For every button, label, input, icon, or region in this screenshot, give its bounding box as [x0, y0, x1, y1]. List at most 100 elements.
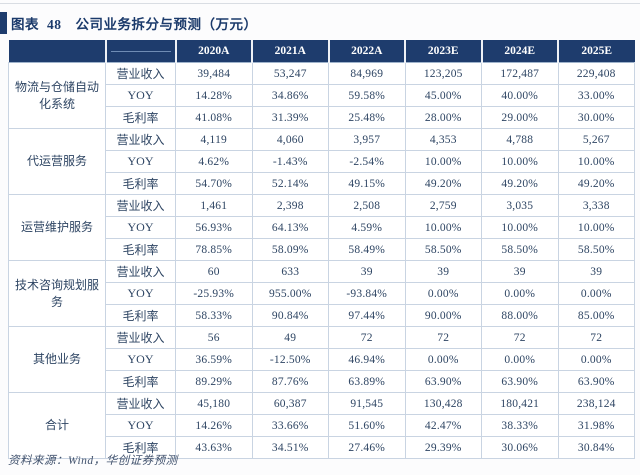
metric-label: 营业收入: [105, 392, 176, 415]
value-cell: 41.08%: [175, 106, 253, 129]
value-cell: 38.33%: [481, 414, 559, 437]
value-cell: 49: [251, 326, 329, 349]
value-cell: 123,205: [404, 62, 482, 85]
value-cell: 172,487: [481, 62, 559, 85]
business-group-label: 运营维护服务: [8, 194, 106, 261]
value-cell: 25.48%: [328, 106, 406, 129]
value-cell: 91,545: [328, 392, 406, 415]
table-header-row: 2020A 2021A 2022A 2023E 2024E 2025E: [8, 40, 635, 63]
value-cell: 30.06%: [481, 436, 559, 459]
metric-label: YOY: [105, 282, 176, 305]
figure-title-bar: 图表 48 公司业务拆分与预测（万元）: [0, 10, 640, 36]
value-cell: 39: [328, 260, 406, 283]
value-cell: 29.00%: [481, 106, 559, 129]
value-cell: 4.59%: [328, 216, 406, 239]
value-cell: 3,035: [481, 194, 559, 217]
value-cell: 58.49%: [328, 238, 406, 261]
value-cell: 39: [404, 260, 482, 283]
value-cell: 58.50%: [481, 238, 559, 261]
table-row: 毛利率 78.85% 58.09% 58.49% 58.50% 58.50% 58.50%: [9, 238, 635, 261]
value-cell: 633: [251, 260, 329, 283]
value-cell: 58.33%: [175, 304, 253, 327]
value-cell: 229,408: [557, 62, 635, 85]
value-cell: 39,484: [175, 62, 253, 85]
header-inner-line: [110, 51, 171, 52]
value-cell: 10.00%: [557, 150, 635, 173]
value-cell: 43.63%: [175, 436, 253, 459]
table-row: 代运营服务 营业收入 4,119 4,060 3,957 4,353 4,788 5,267: [8, 128, 635, 195]
value-cell: 33.66%: [251, 414, 329, 437]
table-row: YOY 4.62% -1.43% -2.54% 10.00% 10.00% 10.00%: [9, 150, 635, 173]
column-header-year: 2025E: [557, 40, 635, 63]
value-cell: 49.20%: [404, 172, 482, 195]
value-cell: 31.39%: [251, 106, 329, 129]
metric-label: 毛利率: [105, 106, 176, 129]
metric-label: 营业收入: [105, 128, 176, 151]
value-cell: 30.84%: [557, 436, 635, 459]
metric-label: YOY: [105, 414, 176, 437]
figure-label: 图表: [11, 17, 39, 32]
metric-label: 毛利率: [105, 238, 176, 261]
value-cell: 63.89%: [328, 370, 406, 393]
value-cell: 36.59%: [175, 348, 253, 371]
metric-label: YOY: [105, 216, 176, 239]
value-cell: 49.20%: [481, 172, 559, 195]
value-cell: 238,124: [557, 392, 635, 415]
value-cell: 2,398: [251, 194, 329, 217]
figure-number: 48: [47, 17, 62, 32]
value-cell: 34.86%: [251, 84, 329, 107]
value-cell: 4,119: [175, 128, 253, 151]
value-cell: 89.29%: [175, 370, 253, 393]
table-row: 毛利率 58.33% 90.84% 97.44% 90.00% 88.00% 85.00%: [9, 304, 635, 327]
value-cell: 60: [175, 260, 253, 283]
value-cell: 0.00%: [557, 282, 635, 305]
value-cell: 45.00%: [404, 84, 482, 107]
column-header-year: 2021A: [251, 40, 329, 63]
value-cell: -12.50%: [251, 348, 329, 371]
business-group-label: 代运营服务: [8, 128, 106, 195]
value-cell: 0.00%: [404, 282, 482, 305]
metric-label: YOY: [105, 150, 176, 173]
metric-label: 毛利率: [105, 436, 176, 459]
value-cell: 64.13%: [251, 216, 329, 239]
value-cell: 130,428: [404, 392, 482, 415]
metric-label: 营业收入: [105, 260, 176, 283]
value-cell: 5,267: [557, 128, 635, 151]
column-header-year: 2020A: [174, 40, 252, 63]
value-cell: 49.15%: [328, 172, 406, 195]
metric-label: 毛利率: [105, 304, 176, 327]
value-cell: 30.00%: [557, 106, 635, 129]
value-cell: 42.47%: [404, 414, 482, 437]
value-cell: 45,180: [175, 392, 253, 415]
metric-label: 毛利率: [105, 370, 176, 393]
value-cell: 87.76%: [251, 370, 329, 393]
table-row: YOY -25.93% 955.00% -93.84% 0.00% 0.00% 0.00%: [9, 282, 635, 305]
value-cell: 63.90%: [481, 370, 559, 393]
value-cell: 46.94%: [328, 348, 406, 371]
value-cell: 58.09%: [251, 238, 329, 261]
table-row: 其他业务 营业收入 56 49 72 72 72 72: [8, 326, 635, 393]
header-blank-metric-cell: [104, 40, 176, 63]
figure-title-text: 公司业务拆分与预测（万元）: [75, 17, 258, 32]
table-row: 毛利率 89.29% 87.76% 63.89% 63.90% 63.90% 63.90%: [9, 370, 635, 393]
value-cell: 72: [481, 326, 559, 349]
value-cell: 27.46%: [328, 436, 406, 459]
title-accent-square: [0, 12, 7, 34]
table-row: 运营维护服务 营业收入 1,461 2,398 2,508 2,759 3,035 3,338: [8, 194, 635, 261]
value-cell: 28.00%: [404, 106, 482, 129]
value-cell: 10.00%: [481, 216, 559, 239]
value-cell: -2.54%: [328, 150, 406, 173]
value-cell: 52.14%: [251, 172, 329, 195]
value-cell: 63.90%: [557, 370, 635, 393]
value-cell: 14.26%: [175, 414, 253, 437]
table-row: YOY 56.93% 64.13% 4.59% 10.00% 10.00% 10.00%: [9, 216, 635, 239]
value-cell: 58.50%: [404, 238, 482, 261]
header-blank-group-cell: [8, 40, 106, 63]
value-cell: 85.00%: [557, 304, 635, 327]
value-cell: 29.39%: [404, 436, 482, 459]
table-row: YOY 14.28% 34.86% 59.58% 45.00% 40.00% 33.00%: [9, 84, 635, 107]
table-row: 毛利率 54.70% 52.14% 49.15% 49.20% 49.20% 49.20%: [9, 172, 635, 195]
value-cell: 39: [481, 260, 559, 283]
value-cell: 54.70%: [175, 172, 253, 195]
value-cell: 955.00%: [251, 282, 329, 305]
